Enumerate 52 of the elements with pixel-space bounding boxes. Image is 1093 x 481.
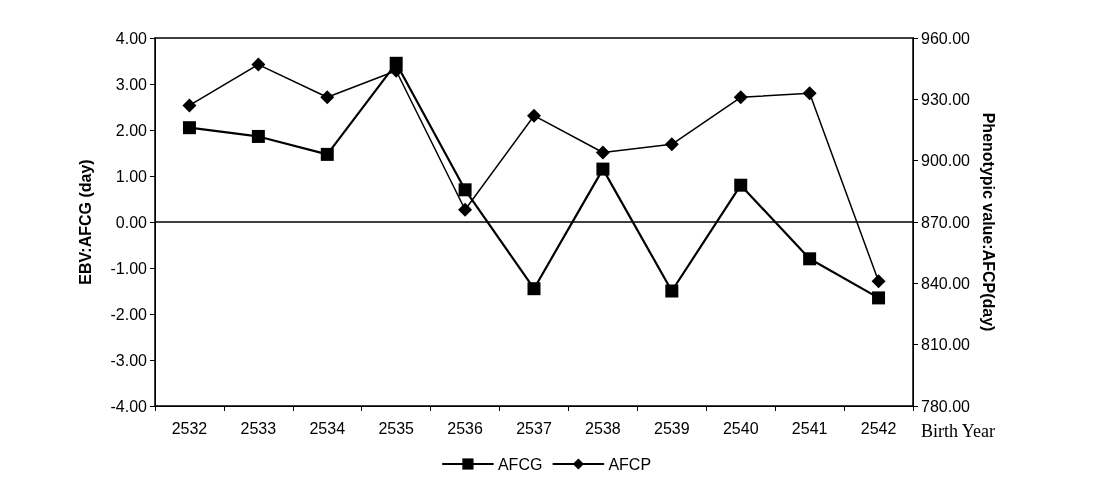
x-tick-label: 2535 xyxy=(378,419,415,437)
x-tick-label: 2537 xyxy=(516,419,552,437)
legend-label: AFCP xyxy=(608,455,652,473)
y-tick-label: -3.00 xyxy=(110,351,148,369)
point xyxy=(182,98,197,113)
x-tick-label: 2536 xyxy=(447,419,483,437)
y-tick-label: 4.00 xyxy=(115,29,148,47)
x-tick-label: 2538 xyxy=(585,419,621,437)
point xyxy=(733,90,748,105)
y-tick-label: 1.00 xyxy=(115,167,148,185)
y2-tick-label: 780.00 xyxy=(921,397,971,415)
x-tick-label: 2533 xyxy=(240,419,277,437)
point xyxy=(872,291,886,305)
y-axis-title: EBV:AFCG (day) xyxy=(76,159,94,285)
point xyxy=(665,284,679,298)
point xyxy=(182,121,196,135)
x-axis-title: Birth Year xyxy=(921,421,996,441)
y-tick-label: -4.00 xyxy=(110,397,148,415)
y-tick-label: 3.00 xyxy=(115,75,148,93)
point xyxy=(320,90,335,105)
point xyxy=(458,202,473,217)
y-tick-label: 0.00 xyxy=(115,213,148,231)
y-tick-label: -1.00 xyxy=(110,259,148,277)
y2-axis-title: Phenotypic value:AFCP(day) xyxy=(980,112,998,332)
point xyxy=(527,282,541,296)
point xyxy=(802,86,817,101)
point xyxy=(527,108,541,123)
y2-tick-label: 930.00 xyxy=(921,90,971,108)
point xyxy=(251,129,265,143)
x-tick-label: 2542 xyxy=(860,419,897,437)
point xyxy=(320,147,334,161)
y-tick-label: -2.00 xyxy=(110,305,148,323)
x-tick-label: 2532 xyxy=(171,419,208,437)
point xyxy=(458,183,472,197)
point xyxy=(251,57,266,72)
x-tick-label: 2539 xyxy=(654,419,690,437)
y2-tick-label: 840.00 xyxy=(921,274,971,292)
point xyxy=(734,178,748,192)
y2-tick-label: 870.00 xyxy=(921,213,971,231)
y2-tick-label: 810.00 xyxy=(921,336,971,354)
point xyxy=(664,137,679,152)
y-tick-label: 2.00 xyxy=(115,121,148,139)
x-tick-label: 2541 xyxy=(791,419,828,437)
y2-tick-label: 960.00 xyxy=(921,29,971,47)
point xyxy=(871,274,886,289)
x-tick-label: 2534 xyxy=(309,419,346,437)
y2-tick-label: 900.00 xyxy=(921,152,971,170)
x-tick-label: 2540 xyxy=(722,419,759,437)
point xyxy=(596,162,610,176)
point xyxy=(595,145,610,160)
legend-label: AFCG xyxy=(497,455,543,473)
point xyxy=(803,252,817,266)
